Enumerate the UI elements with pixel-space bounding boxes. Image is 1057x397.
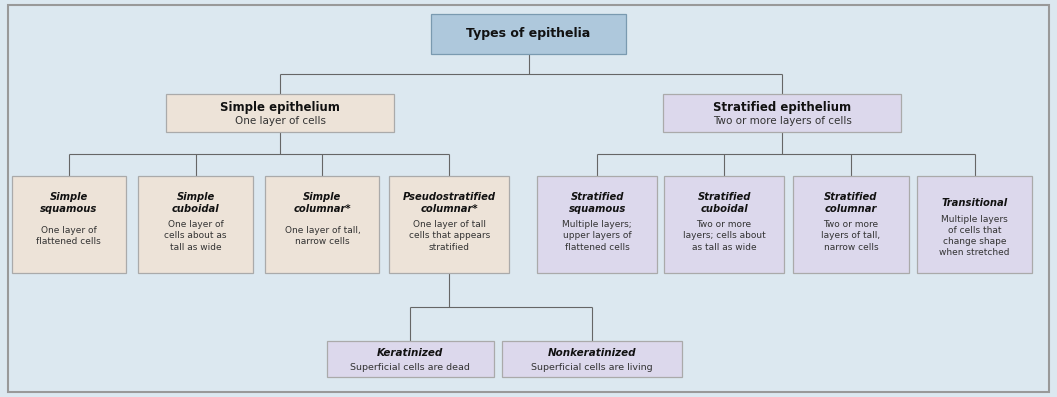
Text: Simple
squamous: Simple squamous bbox=[40, 192, 97, 214]
Text: Two or more
layers of tall,
narrow cells: Two or more layers of tall, narrow cells bbox=[821, 220, 880, 252]
FancyBboxPatch shape bbox=[167, 94, 394, 132]
FancyBboxPatch shape bbox=[431, 14, 626, 54]
Text: Types of epithelia: Types of epithelia bbox=[466, 27, 591, 40]
Text: Stratified
squamous: Stratified squamous bbox=[569, 192, 626, 214]
FancyBboxPatch shape bbox=[327, 341, 494, 377]
Text: Simple epithelium: Simple epithelium bbox=[220, 101, 340, 114]
FancyBboxPatch shape bbox=[389, 175, 509, 273]
Text: Simple
columnar*: Simple columnar* bbox=[294, 192, 351, 214]
Text: Multiple layers
of cells that
change shape
when stretched: Multiple layers of cells that change sha… bbox=[940, 215, 1009, 257]
Text: One layer of tall,
narrow cells: One layer of tall, narrow cells bbox=[284, 226, 360, 246]
FancyBboxPatch shape bbox=[502, 341, 682, 377]
Text: Nonkeratinized: Nonkeratinized bbox=[548, 348, 636, 358]
Text: Superficial cells are living: Superficial cells are living bbox=[531, 362, 653, 372]
FancyBboxPatch shape bbox=[917, 175, 1032, 273]
Text: Keratinized: Keratinized bbox=[377, 348, 443, 358]
FancyBboxPatch shape bbox=[664, 94, 901, 132]
FancyBboxPatch shape bbox=[265, 175, 379, 273]
Text: Stratified epithelium: Stratified epithelium bbox=[713, 101, 851, 114]
FancyBboxPatch shape bbox=[793, 175, 909, 273]
Text: Multiple layers;
upper layers of
flattened cells: Multiple layers; upper layers of flatten… bbox=[562, 220, 632, 252]
FancyBboxPatch shape bbox=[12, 175, 126, 273]
Text: One layer of tall
cells that appears
stratified: One layer of tall cells that appears str… bbox=[409, 220, 489, 252]
Text: Two or more
layers; cells about
as tall as wide: Two or more layers; cells about as tall … bbox=[683, 220, 765, 252]
Text: One layer of
flattened cells: One layer of flattened cells bbox=[36, 226, 101, 246]
FancyBboxPatch shape bbox=[138, 175, 253, 273]
Text: Stratified
columnar: Stratified columnar bbox=[824, 192, 877, 214]
Text: One layer of
cells about as
tall as wide: One layer of cells about as tall as wide bbox=[164, 220, 227, 252]
Text: One layer of cells: One layer of cells bbox=[235, 116, 326, 126]
Text: Transitional: Transitional bbox=[942, 198, 1007, 208]
Text: Superficial cells are dead: Superficial cells are dead bbox=[350, 362, 470, 372]
Text: Simple
cuboidal: Simple cuboidal bbox=[171, 192, 220, 214]
Text: Stratified
cuboidal: Stratified cuboidal bbox=[698, 192, 750, 214]
Text: Two or more layers of cells: Two or more layers of cells bbox=[712, 116, 852, 126]
FancyBboxPatch shape bbox=[537, 175, 656, 273]
Text: Pseudostratified
columnar*: Pseudostratified columnar* bbox=[403, 192, 496, 214]
FancyBboxPatch shape bbox=[665, 175, 784, 273]
